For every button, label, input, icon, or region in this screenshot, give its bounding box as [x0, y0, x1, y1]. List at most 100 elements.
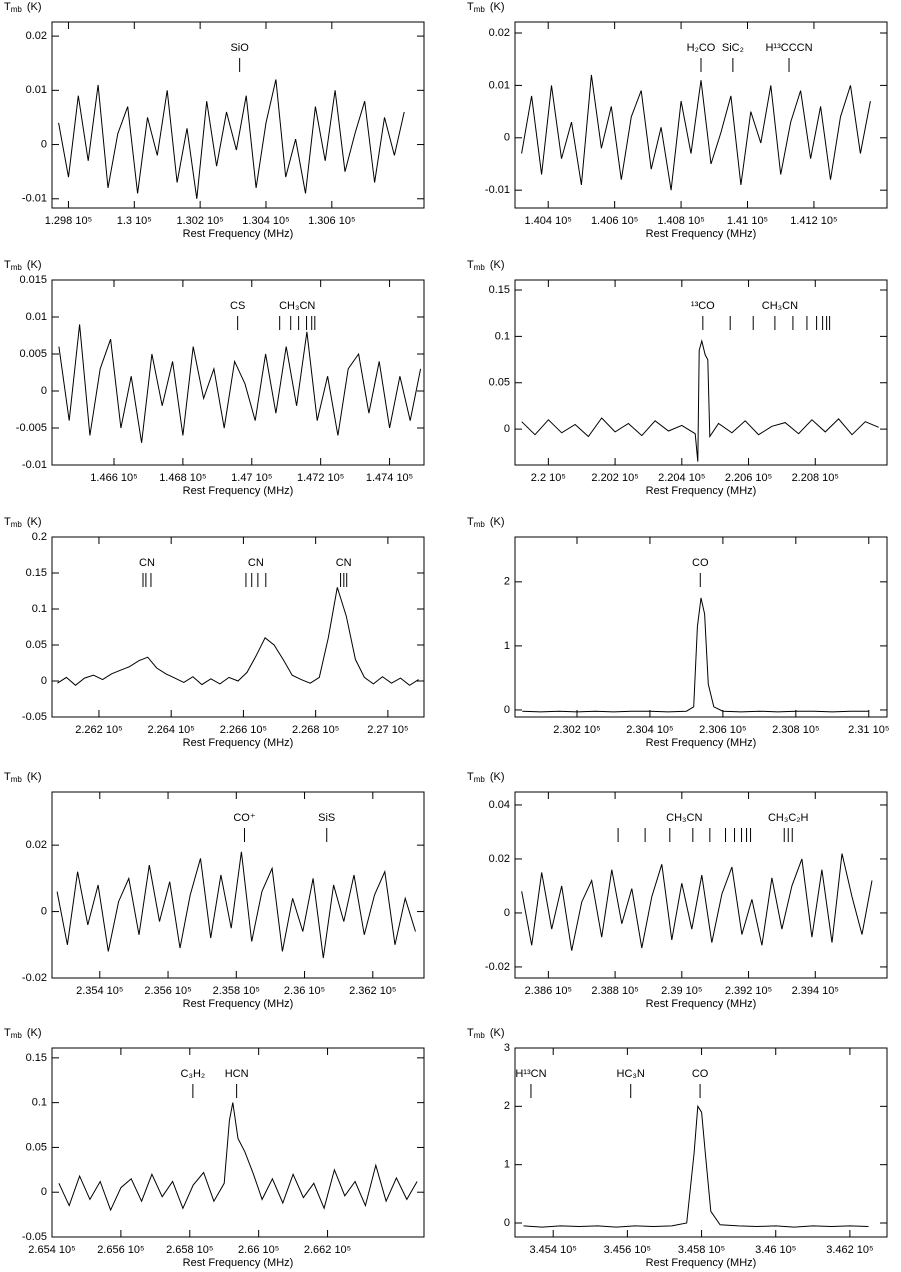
panel: 2.2 10⁵ 2.202 10⁵ 2.204 10⁵ 2.206 10⁵ 2.208 …	[467, 259, 888, 497]
x-tick-label: 1.304 10⁵	[242, 215, 289, 227]
y-label-base: T	[467, 1, 474, 13]
y-tick-label: 0.01	[489, 79, 510, 91]
x-tick-label: 2.658 10⁵	[166, 1244, 213, 1256]
y-tick-label: 0.1	[32, 1097, 47, 1109]
x-tick-label: 2.262 10⁵	[75, 724, 122, 736]
line-label: H₂CO	[687, 42, 716, 54]
plot-frame	[514, 791, 888, 979]
y-label-unit: (K)	[490, 1, 505, 13]
x-tick-label: 2.204 10⁵	[658, 472, 705, 484]
x-axis-label: Rest Frequency (MHz)	[646, 737, 757, 749]
spectrum	[521, 74, 871, 191]
x-axis-label: Rest Frequency (MHz)	[183, 485, 294, 497]
y-tick-label: 1	[504, 640, 510, 652]
x-tick-label: 1.474 10⁵	[366, 472, 413, 484]
x-tick-label: 1.404 10⁵	[525, 215, 572, 227]
y-label-sub: mb	[474, 263, 486, 272]
x-tick-label: 2.264 10⁵	[147, 724, 194, 736]
y-tick-label: 0.05	[26, 1141, 47, 1153]
line-label: CH₃CN	[762, 300, 798, 312]
y-tick-label: 3	[504, 1042, 510, 1054]
line-label: HC₃N	[617, 1068, 645, 1080]
y-tick-label: 0	[41, 905, 47, 917]
x-axis-label: Rest Frequency (MHz)	[183, 998, 294, 1010]
line-label: C₃H₂	[181, 1068, 206, 1080]
y-tick-label: 0.015	[19, 274, 47, 286]
x-tick-label: 2.208 10⁵	[792, 472, 839, 484]
y-tick-label: 0.04	[489, 799, 510, 811]
line-label: CH₃C₂H	[768, 812, 809, 824]
y-tick-label: 0.05	[26, 639, 47, 651]
spectrum	[58, 324, 422, 443]
spectrum	[521, 853, 873, 951]
y-label-sub: mb	[11, 520, 23, 529]
x-tick-label: 1.47 10⁵	[231, 472, 272, 484]
y-label-sub: mb	[11, 263, 23, 272]
y-tick-label: 0.005	[19, 348, 47, 360]
line-label: SiC₂	[722, 42, 744, 54]
y-label-unit: (K)	[490, 1027, 505, 1039]
y-label-base: T	[467, 771, 474, 783]
y-label-base: T	[4, 1, 11, 13]
panel: 2.262 10⁵ 2.264 10⁵ 2.266 10⁵ 2.268 10⁵ 2.27…	[4, 516, 425, 749]
x-tick-label: 1.408 10⁵	[657, 215, 704, 227]
panel: 3.454 10⁵ 3.456 10⁵ 3.458 10⁵ 3.46 10⁵ 3.462…	[467, 1027, 888, 1269]
y-label-base: T	[4, 516, 11, 528]
x-tick-label: 2.388 10⁵	[591, 985, 638, 997]
panel: 2.354 10⁵ 2.356 10⁵ 2.358 10⁵ 2.36 10⁵ 2.362…	[4, 771, 425, 1010]
x-tick-label: 1.468 10⁵	[159, 472, 206, 484]
y-tick-label: -0.005	[16, 422, 47, 434]
y-tick-label: 0.05	[489, 377, 510, 389]
y-tick-label: 0.15	[26, 567, 47, 579]
panel: 2.654 10⁵ 2.656 10⁵ 2.658 10⁵ 2.66 10⁵ 2.662…	[4, 1027, 425, 1269]
y-tick-label: 0.15	[26, 1052, 47, 1064]
y-axis-label: Tmb (K)	[467, 259, 505, 272]
x-tick-label: 3.462 10⁵	[826, 1244, 873, 1256]
spectrum	[523, 1104, 869, 1228]
x-tick-label: 3.458 10⁵	[678, 1244, 725, 1256]
y-tick-label: -0.01	[22, 459, 47, 471]
line-label: H¹³CCCN	[765, 42, 812, 54]
x-axis-label: Rest Frequency (MHz)	[183, 1257, 294, 1269]
y-tick-label: 0	[504, 704, 510, 716]
line-label: CO	[692, 557, 709, 569]
y-label-sub: mb	[11, 5, 23, 14]
plot-frame	[514, 536, 888, 718]
x-tick-label: 2.202 10⁵	[591, 472, 638, 484]
y-tick-label: 0	[41, 385, 47, 397]
spectrum	[57, 587, 419, 686]
x-tick-label: 2.27 10⁵	[367, 724, 408, 736]
line-label: CO⁺	[233, 812, 256, 824]
y-tick-label: 0.02	[26, 839, 47, 851]
line-label: CN	[139, 557, 155, 569]
y-label-base: T	[4, 771, 11, 783]
y-label-base: T	[4, 1027, 11, 1039]
plot-frame	[514, 21, 888, 209]
y-tick-label: 0	[41, 1186, 47, 1198]
x-tick-label: 2.306 10⁵	[699, 724, 746, 736]
y-label-sub: mb	[474, 775, 486, 784]
y-label-unit: (K)	[490, 771, 505, 783]
x-tick-label: 2.394 10⁵	[792, 985, 839, 997]
x-tick-label: 3.456 10⁵	[604, 1244, 651, 1256]
x-tick-label: 1.302 10⁵	[176, 215, 223, 227]
y-label-sub: mb	[474, 520, 486, 529]
y-axis-label: Tmb (K)	[467, 1027, 505, 1040]
plot-frame	[51, 21, 425, 209]
line-label: CN	[248, 557, 264, 569]
x-tick-label: 2.36 10⁵	[284, 985, 325, 997]
y-tick-label: -0.05	[22, 1231, 47, 1243]
y-label-unit: (K)	[27, 771, 42, 783]
y-tick-label: 2	[504, 1100, 510, 1112]
x-tick-label: 2.362 10⁵	[349, 985, 396, 997]
plot-frame	[514, 279, 888, 466]
line-label: CN	[336, 557, 352, 569]
x-axis-label: Rest Frequency (MHz)	[183, 228, 294, 240]
x-tick-label: 1.406 10⁵	[591, 215, 638, 227]
y-tick-label: 0.02	[26, 30, 47, 42]
spectrum	[522, 597, 869, 713]
y-axis-label: Tmb (K)	[467, 516, 505, 529]
plot-frame	[51, 279, 425, 466]
